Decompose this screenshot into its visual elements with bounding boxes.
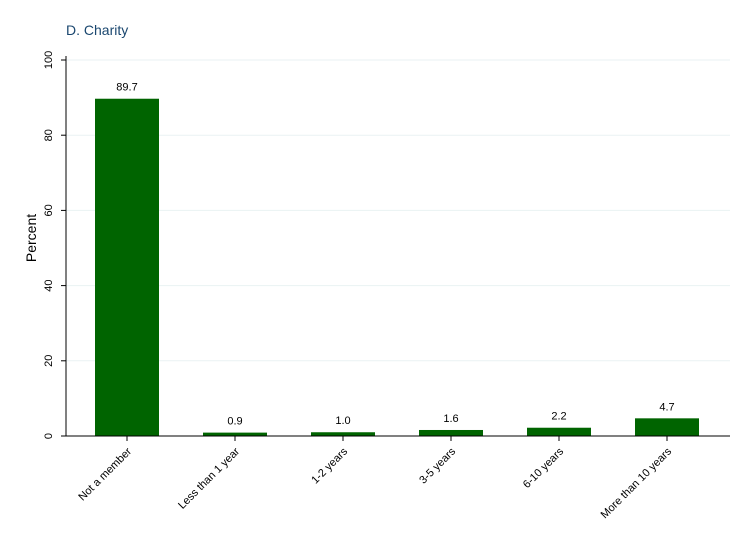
y-tick-label: 100	[43, 51, 55, 69]
gridlines	[66, 59, 730, 362]
y-axis-label: Percent	[23, 214, 39, 262]
bar	[527, 427, 591, 436]
data-label: 4.7	[659, 401, 674, 413]
bar	[635, 418, 699, 436]
y-tick-label: 0	[43, 433, 55, 439]
y-tick-label: 60	[43, 204, 55, 216]
data-label: 1.0	[335, 415, 350, 427]
y-tick-label: 80	[43, 129, 55, 141]
bar	[419, 429, 483, 436]
y-tick-label: 20	[43, 355, 55, 367]
bar	[95, 98, 159, 436]
x-tick-label: 3-5 years	[417, 445, 458, 486]
x-axis: Not a member Less than 1 year 1-2 years 3-5…	[66, 435, 730, 521]
x-tick-label: More than 10 years	[599, 445, 675, 521]
y-tick-label: 40	[43, 279, 55, 291]
x-tick-label: Less than 1 year	[176, 445, 242, 511]
data-label: 89.7	[116, 82, 137, 94]
bar	[311, 432, 375, 436]
bars	[95, 98, 699, 436]
x-tick-label: 6-10 years	[521, 445, 567, 491]
data-label: 1.6	[443, 413, 458, 425]
x-tick-label: 1-2 years	[309, 445, 350, 486]
bar	[203, 432, 267, 436]
data-labels: 89.7 0.9 1.0 1.6 2.2 4.7	[116, 82, 674, 428]
y-axis: 0 20 40 60 80 100	[43, 51, 67, 439]
data-label: 0.9	[227, 416, 242, 428]
chart-title: D. Charity	[66, 22, 128, 38]
x-tick-label: Not a member	[76, 445, 134, 503]
data-label: 2.2	[551, 411, 566, 423]
